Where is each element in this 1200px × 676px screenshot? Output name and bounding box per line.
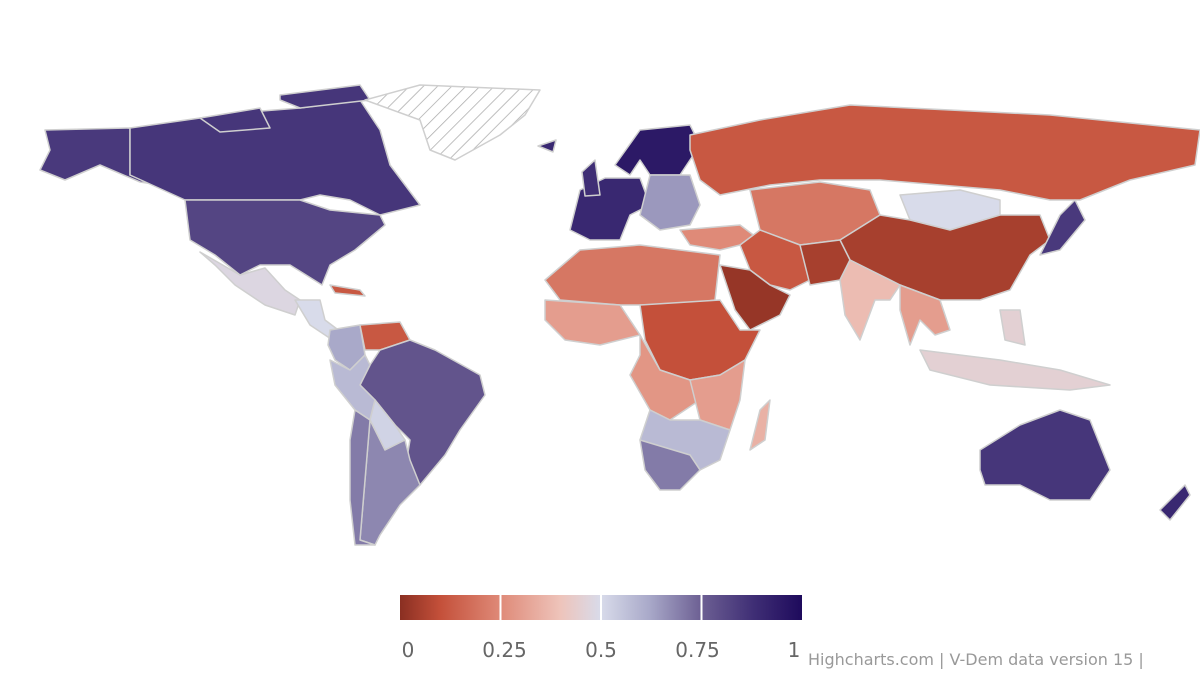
legend-tick-label: 1: [787, 638, 801, 662]
region-united-states[interactable]: [184, 199, 386, 286]
region-united-kingdom[interactable]: [581, 159, 601, 197]
country-regions: [39, 84, 1200, 546]
region-new-zealand[interactable]: [1159, 484, 1191, 521]
region-iceland[interactable]: [537, 139, 557, 153]
region-south-africa[interactable]: [639, 439, 701, 491]
region-peru[interactable]: [329, 354, 376, 421]
legend-tick-label: 0.25: [482, 638, 527, 662]
region-scandinavia[interactable]: [614, 124, 701, 176]
region-philippines[interactable]: [999, 309, 1026, 346]
credits-text[interactable]: Highcharts.com | V-Dem data version 15 |: [808, 650, 1144, 669]
region-cuba[interactable]: [329, 284, 366, 297]
region-madagascar[interactable]: [749, 399, 771, 451]
region-mexico[interactable]: [199, 251, 301, 316]
region-west-africa[interactable]: [544, 299, 641, 346]
region-russia[interactable]: [689, 104, 1200, 201]
region-canada[interactable]: [129, 99, 421, 216]
region-eastern-europe[interactable]: [639, 174, 701, 231]
region-australia[interactable]: [979, 409, 1111, 501]
region-canadian-arctic[interactable]: [279, 84, 371, 109]
legend-tick-label: 0: [401, 638, 415, 662]
region-indonesia[interactable]: [919, 349, 1111, 391]
region-north-africa[interactable]: [544, 244, 721, 306]
legend-tick-label: 0.5: [585, 638, 617, 662]
region-japan[interactable]: [1039, 199, 1086, 256]
region-western-europe[interactable]: [569, 177, 651, 241]
region-southeast-asia[interactable]: [899, 284, 951, 346]
region-chile[interactable]: [349, 409, 376, 546]
region-canadian-arctic[interactable]: [199, 107, 271, 133]
color-axis-legend: [400, 595, 802, 620]
region-greenland[interactable]: [364, 84, 541, 161]
legend-tick-label: 0.75: [675, 638, 720, 662]
region-saudi-arabia[interactable]: [719, 264, 791, 331]
region-india[interactable]: [839, 259, 901, 341]
